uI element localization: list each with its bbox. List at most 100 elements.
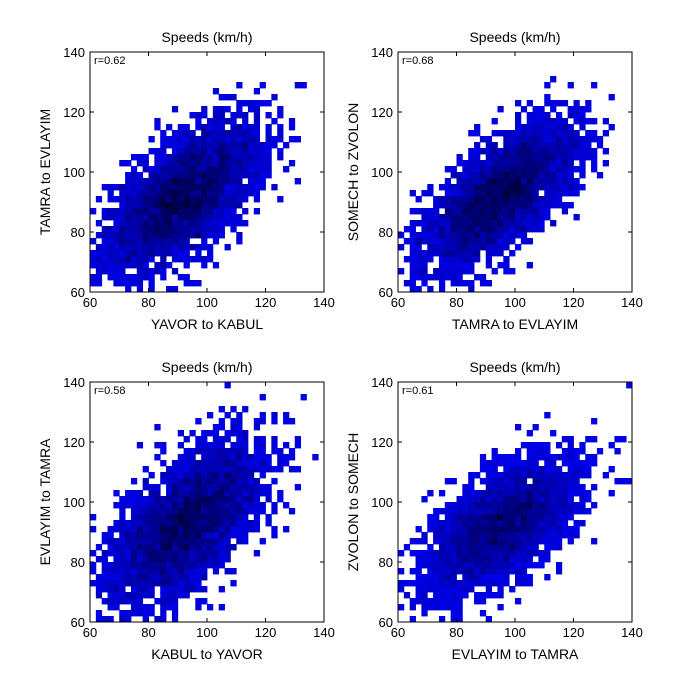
heatmap-cell xyxy=(95,232,103,239)
heatmap-cell xyxy=(462,514,469,521)
heatmap-cell xyxy=(468,526,475,533)
heatmap-cell xyxy=(119,244,126,251)
heatmap-cell xyxy=(509,250,516,257)
heatmap-cell xyxy=(224,502,231,509)
heatmap-cell xyxy=(497,508,504,515)
heatmap-cell xyxy=(503,562,510,569)
heatmap-cell xyxy=(201,478,208,485)
heatmap-cell xyxy=(259,484,266,491)
heatmap-cell xyxy=(277,196,284,203)
heatmap-cell xyxy=(503,508,510,515)
heatmap-cell xyxy=(154,166,161,173)
heatmap-cell xyxy=(485,538,492,545)
heatmap-cell xyxy=(602,148,609,155)
heatmap-cell xyxy=(561,508,569,515)
heatmap-cell xyxy=(427,238,434,245)
heatmap-cell xyxy=(509,466,516,473)
heatmap-cell xyxy=(160,580,167,587)
heatmap-cell xyxy=(444,526,452,533)
heatmap-cell xyxy=(526,196,533,203)
x-tick-label: 80 xyxy=(449,625,463,640)
heatmap-cell xyxy=(236,424,243,431)
heatmap-cell xyxy=(444,238,452,245)
heatmap-cell xyxy=(166,238,173,245)
heatmap-cell xyxy=(154,484,161,491)
heatmap-cell xyxy=(189,172,196,179)
heatmap-cell xyxy=(491,514,498,521)
heatmap-cell xyxy=(485,544,492,551)
heatmap-cell xyxy=(154,544,161,551)
heatmap-cell xyxy=(538,226,545,233)
heatmap-cell xyxy=(509,538,516,545)
heatmap-cell xyxy=(520,544,528,551)
heatmap-cell xyxy=(166,514,173,521)
heatmap-cell xyxy=(195,136,202,143)
heatmap-cell xyxy=(538,136,545,143)
heatmap-cell xyxy=(462,592,469,599)
heatmap-cell xyxy=(142,190,149,197)
heatmap-cell xyxy=(183,568,190,575)
heatmap-cell xyxy=(479,184,487,191)
heatmap-cell xyxy=(515,424,522,431)
heatmap-cell xyxy=(236,172,243,179)
heatmap-cell xyxy=(462,250,469,257)
heatmap-cell xyxy=(148,550,155,557)
heatmap-cell xyxy=(247,124,255,131)
heatmap-cell xyxy=(421,496,428,503)
heatmap-cell xyxy=(479,172,487,179)
heatmap-cell xyxy=(462,496,469,503)
heatmap-cell xyxy=(433,538,440,545)
heatmap-cell xyxy=(253,502,261,509)
heatmap-cell xyxy=(579,490,586,497)
heatmap-cell xyxy=(468,148,475,155)
heatmap-cell xyxy=(503,484,510,491)
heatmap-cell xyxy=(567,508,574,515)
heatmap-cell xyxy=(113,520,120,527)
heatmap-cell xyxy=(177,142,184,149)
heatmap-cell xyxy=(579,118,586,125)
heatmap-cell xyxy=(212,142,220,149)
heatmap-cell xyxy=(444,208,452,215)
heatmap-cell xyxy=(567,172,574,179)
heatmap-cell xyxy=(491,118,498,125)
heatmap-cell xyxy=(438,232,446,239)
heatmap-cell xyxy=(259,148,266,155)
heatmap-cell xyxy=(515,484,522,491)
heatmap-cell xyxy=(544,538,551,545)
heatmap-cell xyxy=(503,226,510,233)
heatmap-cell xyxy=(520,166,528,173)
heatmap-cell xyxy=(544,94,551,101)
heatmap-cell xyxy=(497,166,504,173)
heatmap-cell xyxy=(444,550,452,557)
heatmap-cell xyxy=(450,166,457,173)
heatmap-cell xyxy=(183,214,190,221)
y-tick-label: 140 xyxy=(63,45,85,60)
heatmap-cell xyxy=(107,250,114,257)
heatmap-cell xyxy=(444,598,452,605)
heatmap-cell xyxy=(485,532,492,539)
heatmap-cell xyxy=(462,520,469,527)
heatmap-cell xyxy=(555,112,563,119)
heatmap-cell xyxy=(444,520,452,527)
heatmap-cell xyxy=(136,502,144,509)
heatmap-cell xyxy=(438,490,446,497)
heatmap-cell xyxy=(444,574,452,581)
heatmap-cell xyxy=(456,178,463,185)
heatmap-cell xyxy=(503,502,510,509)
heatmap-cell xyxy=(189,130,196,137)
heatmap-cell xyxy=(573,466,580,473)
heatmap-cell xyxy=(177,460,184,467)
heatmap-cell xyxy=(130,202,138,209)
heatmap-cell xyxy=(253,148,261,155)
heatmap-cell xyxy=(224,94,231,101)
heatmap-cell xyxy=(450,514,457,521)
heatmap-cell xyxy=(142,550,149,557)
heatmap-cell xyxy=(421,280,428,287)
heatmap-cell xyxy=(154,514,161,521)
heatmap-cell xyxy=(212,112,220,119)
heatmap-cell xyxy=(201,508,208,515)
heatmap-cell xyxy=(398,580,405,587)
heatmap-cell xyxy=(183,124,190,131)
heatmap-cell xyxy=(450,520,457,527)
heatmap-cell xyxy=(195,448,202,455)
